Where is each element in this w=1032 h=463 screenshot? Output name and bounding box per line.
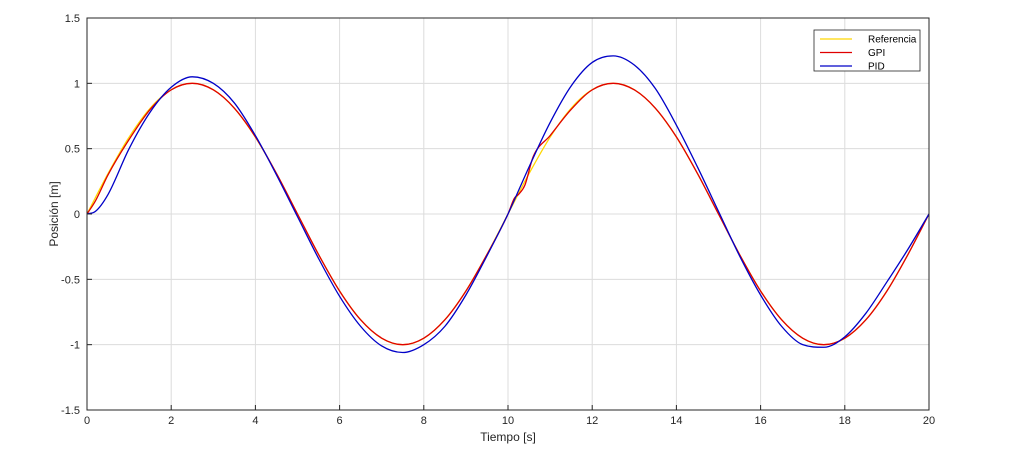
legend-label-gpi: GPI [868, 48, 885, 59]
x-tick-label: 18 [839, 415, 851, 427]
y-tick-label: 0 [74, 209, 80, 221]
y-tick-label: 1.5 [65, 13, 80, 25]
x-tick-label: 16 [754, 415, 766, 427]
legend-label-referencia: Referencia [868, 35, 917, 46]
axis-ticks: 0 2 4 6 8 10 12 14 16 18 20 -1.5 -1 -0.5 0 0.5 1 1.5 [61, 13, 935, 427]
x-tick-label: 14 [670, 415, 682, 427]
legend-label-pid: PID [868, 62, 885, 73]
x-tick-label: 2 [168, 415, 174, 427]
x-tick-label: 4 [252, 415, 258, 427]
x-axis-label: Tiempo [s] [480, 430, 536, 444]
x-tick-label: 0 [84, 415, 90, 427]
series-line-gpi [86, 82, 930, 346]
series-line-pid [86, 55, 930, 354]
legend: Referencia GPI PID [813, 29, 921, 73]
x-tick-label: 10 [502, 415, 514, 427]
y-axis-label: Posición [m] [47, 181, 61, 246]
y-tick-label: -1.5 [61, 405, 80, 417]
y-tick-label: -1 [70, 340, 80, 352]
legend-box [813, 29, 921, 72]
series-layer [86, 55, 930, 354]
x-tick-label: 20 [923, 415, 935, 427]
x-tick-label: 12 [586, 415, 598, 427]
x-tick-label: 6 [337, 415, 343, 427]
y-tick-label: 0.5 [65, 144, 80, 156]
y-tick-label: 1 [74, 78, 80, 90]
y-tick-label: -0.5 [61, 274, 80, 286]
x-tick-label: 8 [421, 415, 427, 427]
